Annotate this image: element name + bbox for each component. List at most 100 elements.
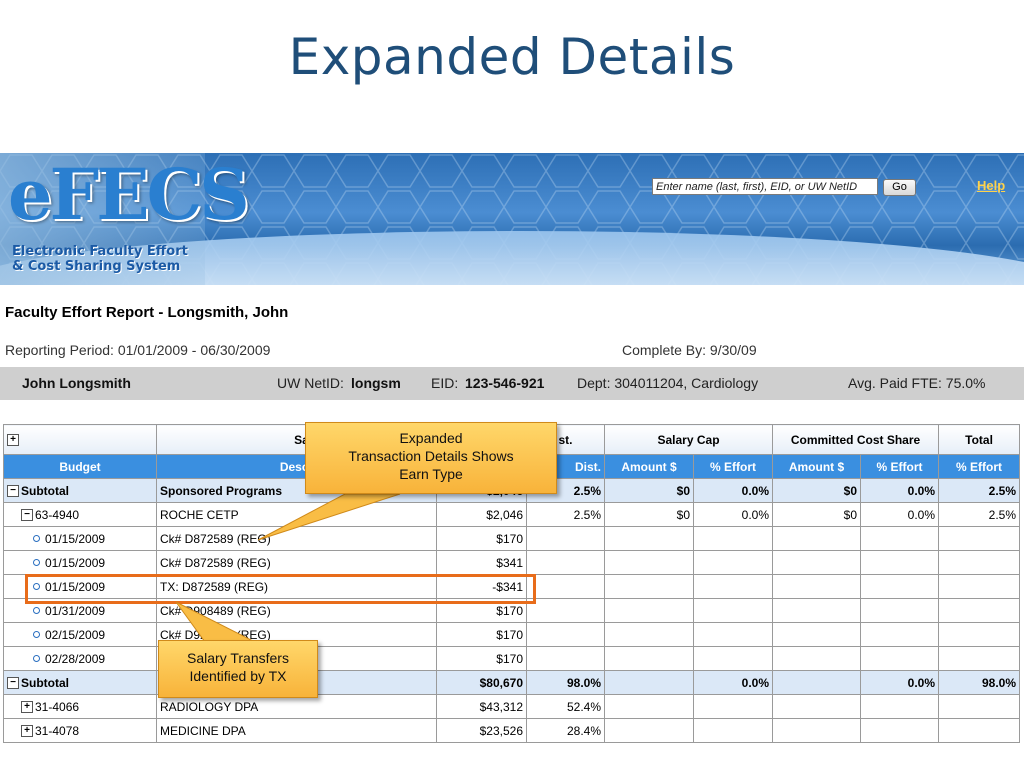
cs-effort-cell: 0.0% xyxy=(860,502,940,527)
efecs-logo: eFECS xyxy=(8,153,250,236)
cs-effort-cell: 0.0% xyxy=(860,478,940,503)
amount-cell: $23,526 xyxy=(436,718,527,743)
budget-label: 01/15/2009 xyxy=(45,531,106,546)
budget-cell: −63-4940 xyxy=(3,502,157,527)
total-effort-cell xyxy=(938,718,1021,743)
expanded-callout-line3: Earn Type xyxy=(399,466,463,482)
column-header-row: Budget Descr Dist. Amount $ % Effort Amo… xyxy=(3,454,1021,479)
report-person: Longsmith, John xyxy=(167,304,289,321)
total-effort-cell: 98.0% xyxy=(938,670,1021,695)
budget-cell: 02/28/2009 xyxy=(3,646,157,671)
report-title: Faculty Effort Report - Longsmith, John xyxy=(5,304,288,321)
budget-cell: − Subtotal xyxy=(3,478,157,503)
col-cap-amount: Amount $ xyxy=(604,454,694,479)
go-button[interactable]: Go xyxy=(883,179,916,196)
budget-label: Subtotal xyxy=(21,483,69,498)
budget-row: +31-4078 MEDICINE DPA $23,526 28.4% xyxy=(3,718,1021,743)
budget-label: 01/31/2009 xyxy=(45,603,106,618)
cs-amount-cell xyxy=(772,694,862,719)
budget-row: −63-4940 ROCHE CETP $2,046 2.5% $0 0.0% $0 0.0%… xyxy=(3,502,1021,527)
transaction-row: 01/15/2009 TX: D872589 (REG) -$341 xyxy=(3,574,1021,599)
col-cs-amount: Amount $ xyxy=(772,454,862,479)
cs-amount-cell xyxy=(772,718,862,743)
amount-cell: $170 xyxy=(436,646,527,671)
tx-callout-line1: Salary Transfers xyxy=(187,650,289,666)
transaction-row: 01/15/2009 Ck# D872589 (REG) $341 xyxy=(3,550,1021,575)
expanded-callout-line2: Transaction Details Shows xyxy=(348,448,514,464)
expand-icon[interactable]: + xyxy=(21,725,33,738)
budget-label: 02/28/2009 xyxy=(45,651,106,666)
tx-callout-line2: Identified by TX xyxy=(189,668,287,684)
tx-callout-pointer xyxy=(175,601,256,643)
cap-effort-cell xyxy=(692,718,774,743)
complete-by: Complete By: 9/30/09 xyxy=(622,342,757,358)
cap-amount-cell xyxy=(604,622,694,647)
tx-row-highlight xyxy=(25,574,536,604)
effort-table: + Salary Source(s) st. Salary Cap Commit… xyxy=(3,424,1021,743)
budget-cell: 02/15/2009 xyxy=(3,622,157,647)
dist-cell xyxy=(526,550,605,575)
avg-paid-fte: Avg. Paid FTE: 75.0% xyxy=(848,375,986,391)
bullet-icon xyxy=(33,558,40,566)
total-effort-cell xyxy=(938,574,1021,599)
cap-amount-cell xyxy=(604,718,694,743)
expanded-callout-line1: Expanded xyxy=(399,430,463,446)
cs-effort-cell xyxy=(860,694,940,719)
committed-cost-share-header: Committed Cost Share xyxy=(772,424,940,455)
collapse-icon[interactable]: − xyxy=(21,509,33,522)
amount-cell: $43,312 xyxy=(436,694,527,719)
report-title-prefix: Faculty Effort Report - xyxy=(5,304,164,321)
cap-amount-cell xyxy=(604,694,694,719)
dist-cell: 2.5% xyxy=(526,502,605,527)
budget-label: Subtotal xyxy=(21,675,69,690)
cs-amount-cell xyxy=(772,574,862,599)
budget-label: 63-4940 xyxy=(35,507,80,522)
col-budget: Budget xyxy=(3,454,157,479)
netid-value: longsm xyxy=(351,375,401,391)
eid-label: EID: xyxy=(431,375,459,391)
employee-info-bar: John Longsmith UW NetID: longsm EID: 123… xyxy=(0,367,1024,400)
collapse-icon[interactable]: − xyxy=(7,677,19,690)
col-cap-effort: % Effort xyxy=(692,454,774,479)
cap-effort-cell: 0.0% xyxy=(692,502,774,527)
cap-amount-cell xyxy=(604,670,694,695)
dist-cell: 98.0% xyxy=(526,670,605,695)
cap-amount-cell xyxy=(604,598,694,623)
slide-title: Expanded Details xyxy=(288,28,736,86)
department: Dept: 304011204, Cardiology xyxy=(577,375,759,391)
cap-amount-cell: $0 xyxy=(604,478,694,503)
budget-cell: 01/15/2009 xyxy=(3,550,157,575)
collapse-icon[interactable]: − xyxy=(7,485,19,498)
cs-effort-cell xyxy=(860,550,940,575)
bullet-icon xyxy=(33,606,40,614)
expanded-details-callout: Expanded Transaction Details Shows Earn … xyxy=(305,422,557,494)
description-cell: ROCHE CETP xyxy=(156,502,437,527)
eid-value: 123-546-921 xyxy=(465,375,545,391)
dist-cell: 28.4% xyxy=(526,718,605,743)
budget-label: 02/15/2009 xyxy=(45,627,106,642)
budget-label: 31-4078 xyxy=(35,723,80,738)
salary-transfer-callout: Salary Transfers Identified by TX xyxy=(158,640,318,698)
logo-panel xyxy=(0,153,205,285)
total-effort-cell: 2.5% xyxy=(938,478,1021,503)
total-header: Total xyxy=(938,424,1021,455)
budget-label: 01/15/2009 xyxy=(45,579,106,594)
cap-effort-cell: 0.0% xyxy=(692,670,774,695)
bullet-icon xyxy=(33,582,40,590)
search-input[interactable] xyxy=(652,178,878,195)
netid-label: UW NetID: xyxy=(277,375,344,391)
expand-all-icon[interactable]: + xyxy=(7,434,19,447)
expand-icon[interactable]: + xyxy=(21,701,33,714)
budget-row: +31-4066 RADIOLOGY DPA $43,312 52.4% xyxy=(3,694,1021,719)
cap-amount-cell xyxy=(604,574,694,599)
logo-subtitle-line1: Electronic Faculty Effort xyxy=(12,244,188,259)
transaction-row: 01/15/2009 Ck# D872589 (REG) $170 xyxy=(3,526,1021,551)
col-total-effort: % Effort xyxy=(938,454,1021,479)
budget-cell: +31-4066 xyxy=(3,694,157,719)
cs-effort-cell: 0.0% xyxy=(860,670,940,695)
amount-cell: $2,046 xyxy=(436,502,527,527)
help-link[interactable]: Help xyxy=(977,178,1006,193)
cap-amount-cell xyxy=(604,646,694,671)
cap-effort-cell xyxy=(692,574,774,599)
budget-label: 01/15/2009 xyxy=(45,555,106,570)
